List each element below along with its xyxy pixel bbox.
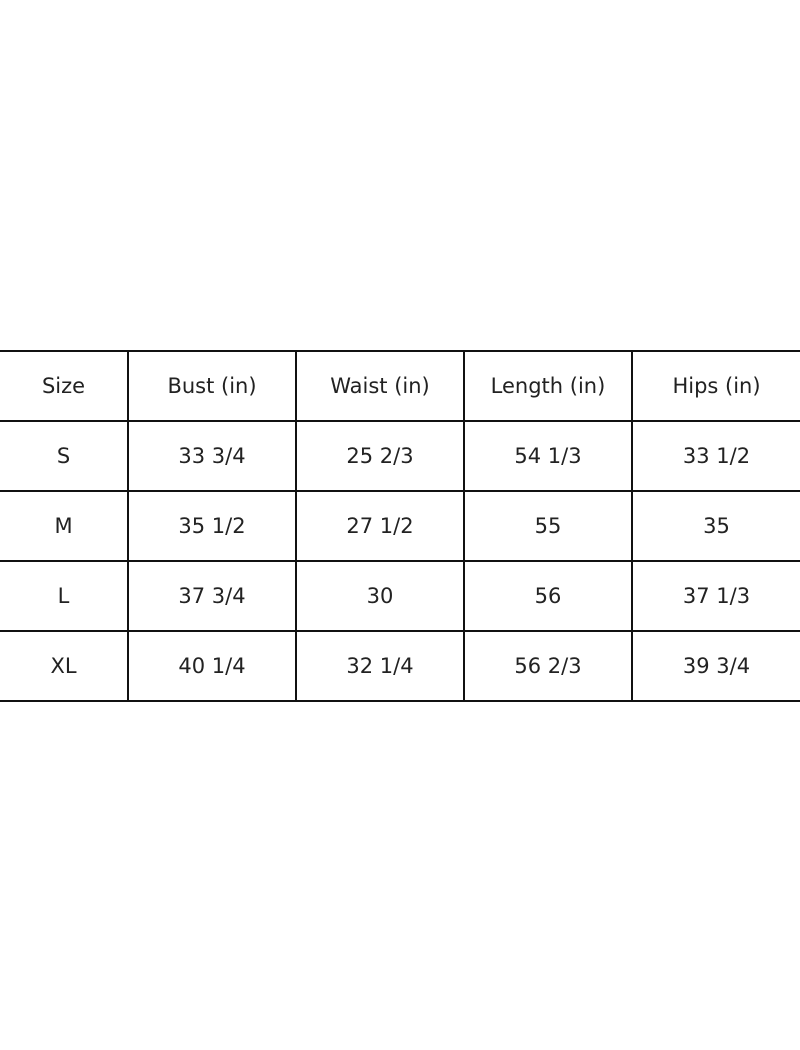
- cell-bust: 33 3/4: [127, 420, 297, 492]
- cell-hips: 37 1/3: [631, 560, 800, 632]
- header-bust: Bust (in): [127, 350, 297, 422]
- table-row: S 33 3/4 25 2/3 54 1/3 33 1/2: [0, 420, 800, 492]
- header-size: Size: [0, 350, 129, 422]
- cell-size: M: [0, 490, 129, 562]
- header-row: Size Bust (in) Waist (in) Length (in) Hi…: [0, 350, 800, 422]
- cell-waist: 32 1/4: [295, 630, 465, 702]
- size-chart-table: Size Bust (in) Waist (in) Length (in) Hi…: [0, 350, 800, 702]
- cell-length: 54 1/3: [463, 420, 633, 492]
- cell-length: 55: [463, 490, 633, 562]
- table-row: M 35 1/2 27 1/2 55 35: [0, 490, 800, 562]
- cell-waist: 25 2/3: [295, 420, 465, 492]
- cell-waist: 30: [295, 560, 465, 632]
- cell-length: 56 2/3: [463, 630, 633, 702]
- cell-waist: 27 1/2: [295, 490, 465, 562]
- cell-bust: 37 3/4: [127, 560, 297, 632]
- header-length: Length (in): [463, 350, 633, 422]
- header-waist: Waist (in): [295, 350, 465, 422]
- cell-hips: 35: [631, 490, 800, 562]
- cell-size: L: [0, 560, 129, 632]
- cell-size: S: [0, 420, 129, 492]
- table-row: L 37 3/4 30 56 37 1/3: [0, 560, 800, 632]
- cell-bust: 35 1/2: [127, 490, 297, 562]
- cell-size: XL: [0, 630, 129, 702]
- cell-hips: 33 1/2: [631, 420, 800, 492]
- cell-bust: 40 1/4: [127, 630, 297, 702]
- cell-length: 56: [463, 560, 633, 632]
- header-hips: Hips (in): [631, 350, 800, 422]
- table-row: XL 40 1/4 32 1/4 56 2/3 39 3/4: [0, 630, 800, 702]
- cell-hips: 39 3/4: [631, 630, 800, 702]
